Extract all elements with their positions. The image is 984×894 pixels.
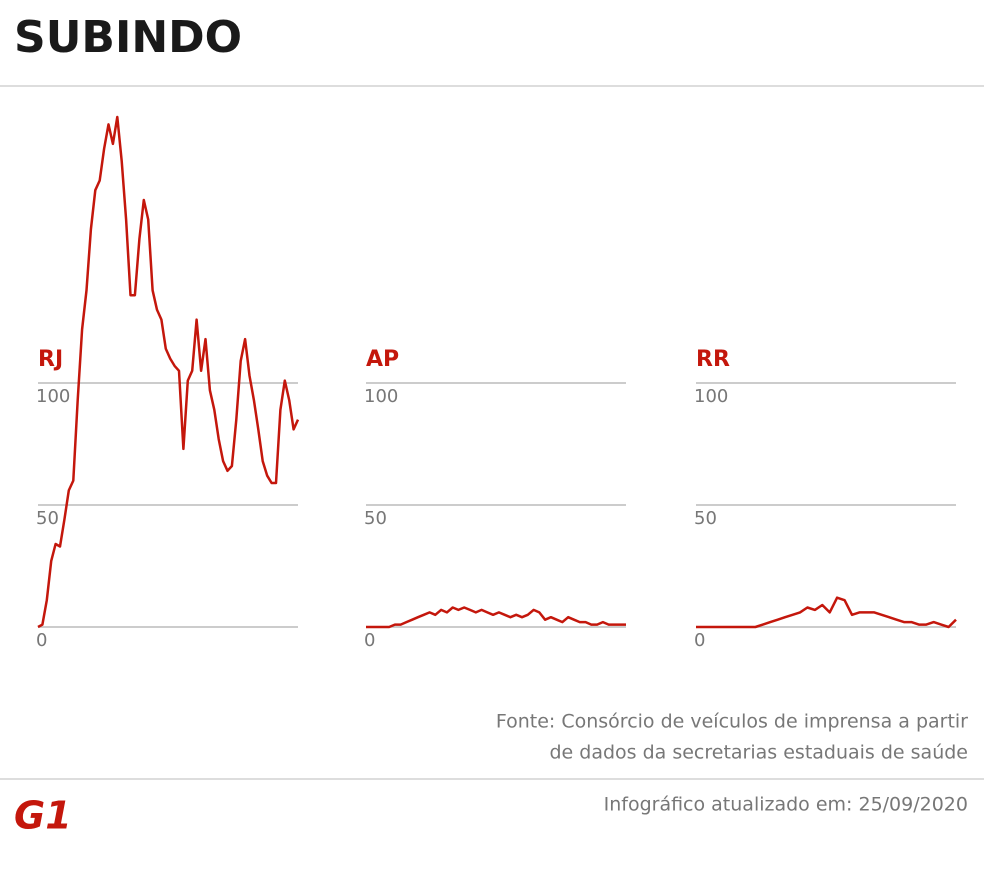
source: de dados da secretarias estaduais de saú… bbox=[549, 742, 968, 764]
panel-title: RR bbox=[696, 347, 730, 372]
panel-title: AP bbox=[366, 347, 399, 372]
y-tick-label: 0 bbox=[36, 630, 47, 651]
y-tick-label: 100 bbox=[364, 386, 398, 407]
data-line bbox=[696, 596, 957, 629]
y-tick-label: 0 bbox=[694, 630, 705, 651]
panel-title: RJ bbox=[38, 347, 63, 372]
page-title: SUBINDO bbox=[14, 12, 242, 63]
y-tick-label: 50 bbox=[364, 508, 387, 529]
logo: G1 bbox=[14, 794, 72, 838]
source: Fonte: Consórcio de veículos de imprensa… bbox=[496, 711, 968, 733]
data-line bbox=[37, 115, 300, 629]
y-tick-label: 100 bbox=[36, 386, 70, 407]
y-tick-label: 50 bbox=[36, 508, 59, 529]
updated: Infográfico atualizado em: 25/09/2020 bbox=[604, 794, 968, 816]
y-tick-label: 0 bbox=[364, 630, 375, 651]
data-line bbox=[366, 606, 626, 629]
y-tick-label: 50 bbox=[694, 508, 717, 529]
y-tick-label: 100 bbox=[694, 386, 728, 407]
